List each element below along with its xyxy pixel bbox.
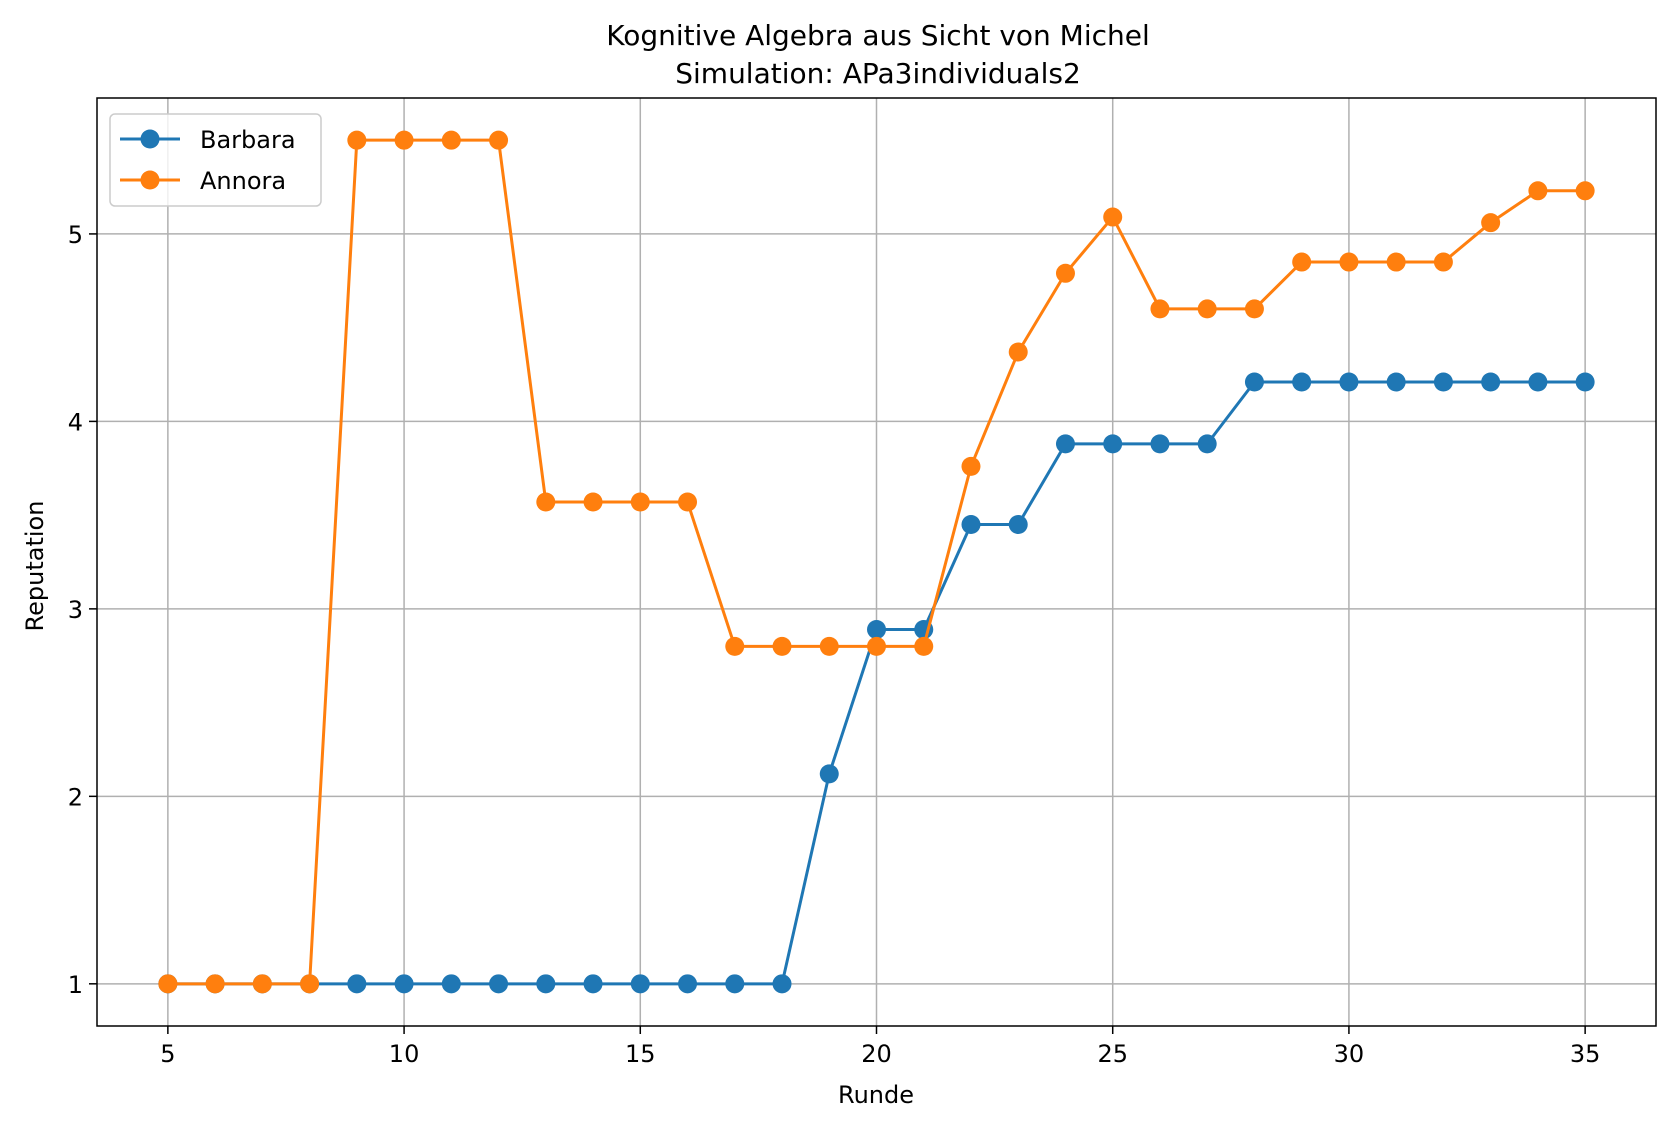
data-point-barbara	[1433, 372, 1453, 392]
y-axis-ticks: 1 2 3 4 5	[68, 221, 97, 999]
data-point-barbara	[1339, 372, 1359, 392]
data-point-annora	[1528, 181, 1548, 201]
x-tick-label: 35	[1570, 1040, 1601, 1068]
chart-title: Kognitive Algebra aus Sicht von Michel	[606, 19, 1150, 52]
data-point-annora	[678, 492, 698, 512]
legend-marker-annora	[140, 170, 160, 190]
data-point-barbara	[772, 974, 792, 994]
x-tick-label: 30	[1334, 1040, 1365, 1068]
y-tick-label: 5	[68, 221, 83, 249]
data-point-barbara	[1528, 372, 1548, 392]
data-point-barbara	[819, 764, 839, 784]
legend-label-annora: Annora	[200, 167, 286, 195]
data-point-annora	[441, 130, 461, 150]
data-point-annora	[1386, 252, 1406, 272]
x-tick-label: 25	[1097, 1040, 1128, 1068]
data-point-barbara	[1575, 372, 1595, 392]
data-point-annora	[961, 456, 981, 476]
data-point-barbara	[725, 974, 745, 994]
data-point-barbara	[347, 974, 367, 994]
data-point-annora	[252, 974, 272, 994]
data-point-annora	[1055, 263, 1075, 283]
data-point-barbara	[1197, 434, 1217, 454]
data-point-annora	[819, 636, 839, 656]
data-point-annora	[1433, 252, 1453, 272]
data-point-annora	[772, 636, 792, 656]
data-point-barbara	[583, 974, 603, 994]
data-point-annora	[725, 636, 745, 656]
data-point-annora	[1339, 252, 1359, 272]
data-point-annora	[394, 130, 414, 150]
data-point-annora	[347, 130, 367, 150]
y-tick-label: 1	[68, 971, 83, 999]
data-point-barbara	[1103, 434, 1123, 454]
data-point-annora	[1150, 299, 1170, 319]
x-axis-label: Runde	[838, 1081, 914, 1109]
data-point-annora	[1481, 213, 1501, 233]
data-point-annora	[489, 130, 509, 150]
y-tick-label: 3	[68, 596, 83, 624]
data-point-annora	[158, 974, 178, 994]
data-point-annora	[536, 492, 556, 512]
data-point-barbara	[1055, 434, 1075, 454]
series-layer	[158, 130, 1595, 994]
data-point-annora	[914, 636, 934, 656]
data-point-barbara	[1292, 372, 1312, 392]
data-point-annora	[1103, 207, 1123, 227]
data-point-annora	[1575, 181, 1595, 201]
x-tick-label: 10	[389, 1040, 420, 1068]
data-point-barbara	[1244, 372, 1264, 392]
data-point-barbara	[1008, 515, 1028, 535]
legend-marker-barbara	[140, 129, 160, 149]
chart-subtitle: Simulation: APa3individuals2	[675, 57, 1081, 90]
data-point-barbara	[1150, 434, 1170, 454]
legend-label-barbara: Barbara	[200, 126, 296, 154]
y-axis-label: Reputation	[21, 501, 49, 632]
data-point-annora	[300, 974, 320, 994]
data-point-barbara	[489, 974, 509, 994]
data-point-barbara	[394, 974, 414, 994]
x-tick-label: 20	[861, 1040, 892, 1068]
data-point-annora	[867, 636, 886, 656]
data-point-annora	[1244, 299, 1264, 319]
data-point-barbara	[678, 974, 698, 994]
data-point-annora	[583, 492, 603, 512]
x-tick-label: 5	[160, 1040, 175, 1068]
data-point-barbara	[630, 974, 650, 994]
data-point-barbara	[441, 974, 461, 994]
data-point-barbara	[1386, 372, 1406, 392]
data-point-annora	[1008, 342, 1028, 362]
x-tick-label: 15	[625, 1040, 656, 1068]
y-tick-label: 4	[68, 408, 83, 436]
data-point-annora	[205, 974, 225, 994]
data-point-barbara	[867, 619, 886, 639]
y-tick-label: 2	[68, 783, 83, 811]
series-annora	[158, 130, 1595, 994]
data-point-annora	[1292, 252, 1312, 272]
data-point-barbara	[1481, 372, 1501, 392]
legend-box	[109, 113, 322, 207]
data-point-annora	[630, 492, 650, 512]
data-point-barbara	[961, 515, 981, 535]
data-point-barbara	[536, 974, 556, 994]
legend: Barbara Annora	[109, 113, 322, 207]
data-point-annora	[1197, 299, 1217, 319]
x-axis-ticks: 5 10 15 20 25 30 35	[160, 1026, 1600, 1068]
